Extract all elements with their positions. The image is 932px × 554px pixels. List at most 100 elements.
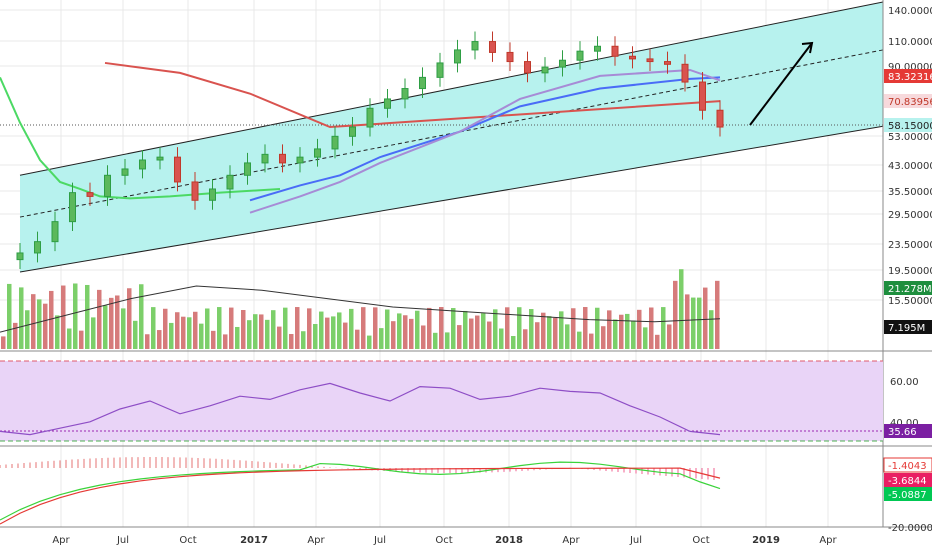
volume-bar-86	[517, 307, 522, 349]
volume-bar-59	[355, 329, 360, 349]
volume-bar-105	[631, 320, 636, 349]
badge-macd-3-text: -5.0887	[888, 490, 927, 501]
x-tick-5: Jul	[373, 535, 386, 546]
badge-last-price	[884, 118, 932, 132]
volume-bar-100	[601, 326, 606, 349]
volume-bar-102	[613, 319, 618, 349]
candle-body-10	[191, 181, 199, 201]
volume-bar-39	[235, 326, 240, 349]
volume-bar-36	[217, 307, 222, 349]
badge-volume-ma-text: 7.195M	[888, 323, 925, 334]
badge-rsi-text: 35.66	[888, 427, 917, 438]
volume-bars	[0, 269, 721, 349]
rsi-band	[0, 361, 883, 441]
volume-bar-67	[403, 315, 408, 349]
volume-bar-27	[163, 308, 168, 349]
volume-bar-117	[703, 287, 708, 349]
volume-bar-65	[391, 321, 396, 349]
volume-bar-21	[127, 288, 132, 349]
volume-bar-48	[289, 334, 294, 349]
candle-body-16	[296, 156, 304, 164]
volume-bar-85	[511, 336, 516, 349]
volume-bar-61	[367, 335, 372, 349]
x-tick-1: Jul	[116, 535, 129, 546]
y-tick-23.5: 23.50000	[888, 240, 932, 251]
volume-bar-74	[445, 332, 450, 349]
volume-bar-80	[481, 313, 486, 349]
volume-bar-32	[193, 311, 198, 349]
candle-body-22	[401, 88, 409, 100]
volume-bar-25	[151, 307, 156, 349]
y-tick-19.5: 19.50000	[888, 266, 932, 277]
volume-bar-0	[1, 336, 6, 349]
volume-bar-118	[709, 310, 714, 349]
volume-bar-55	[331, 316, 336, 349]
badge-red-2	[884, 94, 932, 108]
volume-bar-71	[427, 307, 432, 349]
candle-body-0	[16, 252, 24, 261]
candle-body-25	[454, 49, 461, 64]
badge-macd-1	[883, 457, 932, 473]
badge-rsi	[884, 424, 932, 438]
volume-bar-75	[451, 308, 456, 349]
volume-bar-91	[547, 316, 552, 349]
rsi-line	[0, 382, 721, 436]
volume-bar-18	[109, 297, 114, 349]
candle-body-9	[174, 156, 181, 183]
x-tick-3: 2017	[240, 535, 268, 546]
x-tick-11: 2019	[752, 535, 780, 546]
x-tick-4: Apr	[307, 535, 325, 546]
candle-body-15	[279, 153, 286, 164]
volume-bar-110	[661, 307, 666, 349]
volume-bar-2	[13, 322, 18, 349]
candle-body-3	[69, 192, 76, 223]
macd-tick: -20.0000	[888, 523, 932, 534]
volume-bar-66	[397, 313, 402, 349]
volume-bar-109	[655, 334, 660, 349]
volume-bar-77	[463, 310, 468, 349]
candle-body-31	[559, 59, 566, 68]
volume-bar-40	[241, 310, 246, 349]
volume-bar-51	[307, 308, 312, 349]
channel-upper-line	[19, 1, 884, 176]
volume-bar-33	[199, 323, 204, 349]
y-tick-90: 90.00000	[888, 62, 932, 73]
volume-bar-7	[43, 303, 48, 349]
x-tick-12: Apr	[819, 535, 837, 546]
volume-bar-24	[145, 334, 150, 349]
macd-line	[0, 461, 721, 521]
volume-bar-23	[139, 284, 144, 349]
candle-body-7	[139, 159, 146, 170]
volume-bar-17	[103, 305, 108, 349]
volume-bar-115	[691, 297, 696, 349]
candle-body-34	[611, 45, 619, 57]
volume-bar-95	[571, 308, 576, 349]
candle-body-8	[156, 156, 164, 161]
volume-bar-97	[583, 307, 588, 349]
volume-bar-28	[169, 322, 174, 349]
y-tick-140: 140.00000	[888, 6, 932, 17]
candle-body-26	[471, 41, 479, 51]
x-tick-7: 2018	[495, 535, 523, 546]
volume-bar-5	[31, 294, 36, 349]
volume-bar-4	[25, 310, 30, 349]
volume-bar-46	[277, 326, 282, 349]
volume-bar-96	[577, 331, 582, 349]
volume-bar-113	[679, 269, 684, 349]
volume-bar-101	[607, 310, 612, 349]
up-arrow-annotation	[749, 41, 814, 126]
y-tick-29.5: 29.50000	[888, 210, 932, 221]
volume-ma-line	[0, 285, 721, 333]
volume-bar-70	[421, 325, 426, 349]
candle-body-24	[436, 62, 444, 78]
candle-body-17	[314, 148, 321, 158]
volume-bar-34	[205, 308, 210, 349]
candle-body-39	[699, 81, 706, 111]
volume-bar-63	[379, 328, 384, 349]
volume-bar-89	[535, 322, 540, 349]
x-axis-labels: Apr Jul Oct 2017 Apr Jul Oct 2018 Apr Ju…	[52, 535, 837, 546]
volume-bar-15	[91, 317, 96, 349]
badge-macd-3	[884, 487, 932, 501]
y-tick-110: 110.00000	[888, 37, 932, 48]
volume-bar-19	[115, 295, 120, 349]
